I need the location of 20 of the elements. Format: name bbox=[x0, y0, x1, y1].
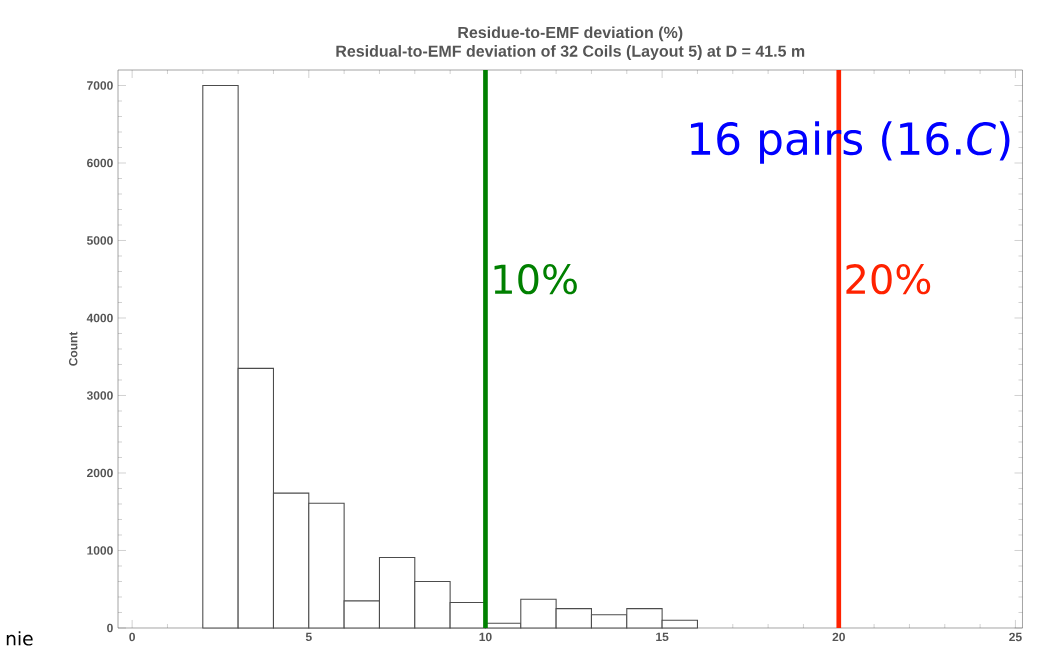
y-tick-label: 1000 bbox=[87, 546, 113, 555]
y-tick-label: 4000 bbox=[86, 313, 113, 323]
y-tick-label: 0 bbox=[107, 623, 113, 633]
x-tick-label: 0 bbox=[129, 632, 135, 642]
chart-subtitle: Residual-to-EMF deviation of 32 Coils (Layout 5) at D = 41.5 m bbox=[336, 45, 805, 60]
x-tick-label: 15 bbox=[656, 632, 669, 642]
y-tick-label: 2000 bbox=[87, 468, 113, 478]
y-tick-label: 3000 bbox=[86, 391, 113, 400]
x-tick-label: 20 bbox=[832, 632, 845, 642]
x-tick-label: 25 bbox=[1009, 632, 1022, 642]
y-tick-label: 7000 bbox=[87, 81, 113, 90]
x-tick-label: 5 bbox=[305, 632, 312, 642]
y-axis-title: Count bbox=[68, 331, 78, 366]
text: nie bbox=[6, 631, 33, 646]
ref-line-label: 10% bbox=[494, 264, 577, 295]
chart-title: Residue-to-EMF deviation (%) bbox=[458, 26, 683, 42]
y-tick-label: 6000 bbox=[87, 158, 113, 168]
ref-line-label: 20% bbox=[846, 264, 931, 295]
y-tick-label: 5000 bbox=[86, 236, 113, 245]
x-tick-label: 10 bbox=[479, 632, 492, 642]
